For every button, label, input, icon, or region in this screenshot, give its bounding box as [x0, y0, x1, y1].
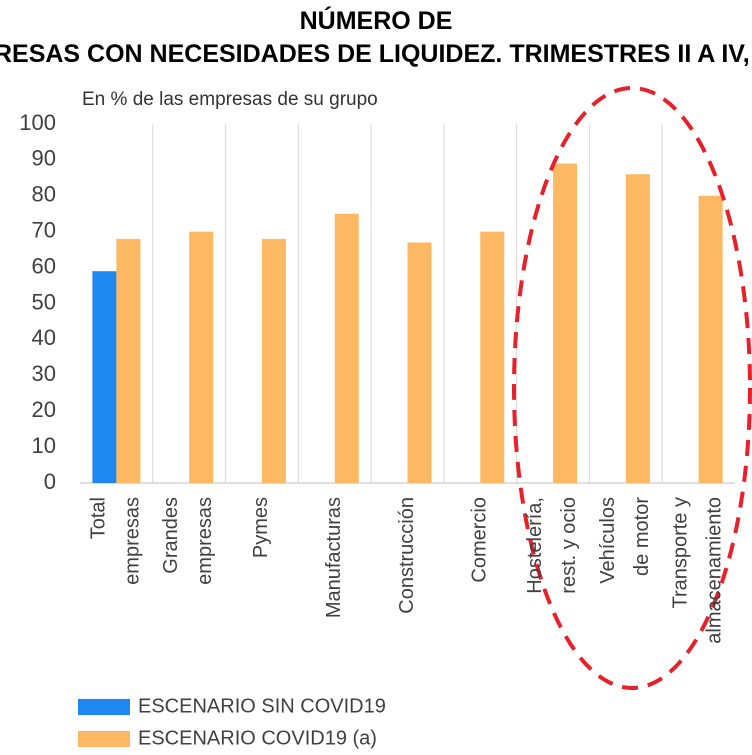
chart-title: NÚMERO DEEMPRESAS CON NECESIDADES DE LIQ… — [0, 5, 752, 68]
y-tick-label: 70 — [32, 218, 56, 243]
x-tick-label: Comercio — [469, 497, 491, 583]
legend-swatch — [78, 731, 130, 747]
x-tick-label: Hostelería, rest. y ocio — [524, 497, 580, 594]
y-tick-label: 20 — [32, 397, 56, 422]
y-tick-label: 40 — [32, 325, 56, 350]
bar — [116, 238, 141, 483]
bar — [189, 231, 214, 483]
x-tick-label: Construcción — [396, 497, 418, 614]
chart-subtitle: En % de las empresas de su grupo — [82, 89, 378, 110]
x-tick-label: Manufacturas — [323, 497, 345, 618]
y-tick-label: 0 — [44, 469, 56, 494]
x-tick-label: Transporte y almacenamiento — [670, 497, 726, 644]
bar — [698, 195, 723, 484]
bar — [407, 242, 432, 483]
y-tick-label: 80 — [32, 182, 56, 207]
y-tick-label: 30 — [32, 361, 56, 386]
bar — [334, 213, 359, 483]
y-tick-label: 50 — [32, 289, 56, 314]
x-tick-label: Vehículos de motor — [597, 497, 653, 584]
bar — [553, 163, 578, 484]
x-tick-label: Pymes — [250, 497, 272, 558]
y-tick-label: 60 — [32, 253, 56, 278]
legend-swatch — [78, 699, 130, 715]
highlight-ellipse — [512, 86, 752, 690]
x-tick-label: Grandes empresas — [160, 497, 216, 585]
y-tick-label: 90 — [32, 146, 56, 171]
bar — [625, 174, 650, 483]
bar — [261, 238, 286, 483]
bar — [92, 271, 117, 483]
y-tick-label: 100 — [19, 110, 56, 135]
legend-label: ESCENARIO COVID19 (a) — [138, 727, 377, 749]
bar — [480, 231, 505, 483]
x-tick-label: Total empresas — [88, 497, 144, 585]
y-tick-label: 10 — [32, 433, 56, 458]
legend-label: ESCENARIO SIN COVID19 — [138, 695, 386, 717]
